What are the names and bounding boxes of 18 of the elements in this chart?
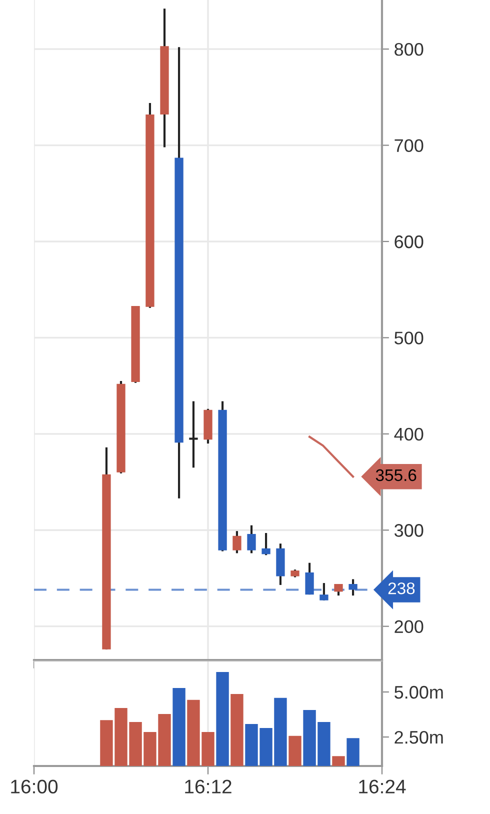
y-tick-label: 600 [394,235,424,248]
y-tick-label: 800 [394,43,424,56]
candlestick [247,524,256,554]
y-tick-label: 400 [394,428,424,441]
y-tick-label: 300 [394,524,424,537]
y-tick-label: 500 [394,332,424,344]
ref-line-label: 238 [388,582,415,594]
y-tick-label: 5.00m [394,686,443,699]
candlestick [232,530,242,554]
annotation: 355.6 [376,469,416,482]
line-series [308,436,354,478]
candlestick [262,532,270,556]
x-tick-label: 16:00 [11,780,58,794]
x-tick-label: 16:12 [185,780,232,794]
y-tick-label: 700 [394,139,424,152]
y-tick-label: 2.50m [394,730,443,744]
y-tick-label: 200 [394,620,424,634]
x-tick-label: 16:24 [359,780,406,794]
